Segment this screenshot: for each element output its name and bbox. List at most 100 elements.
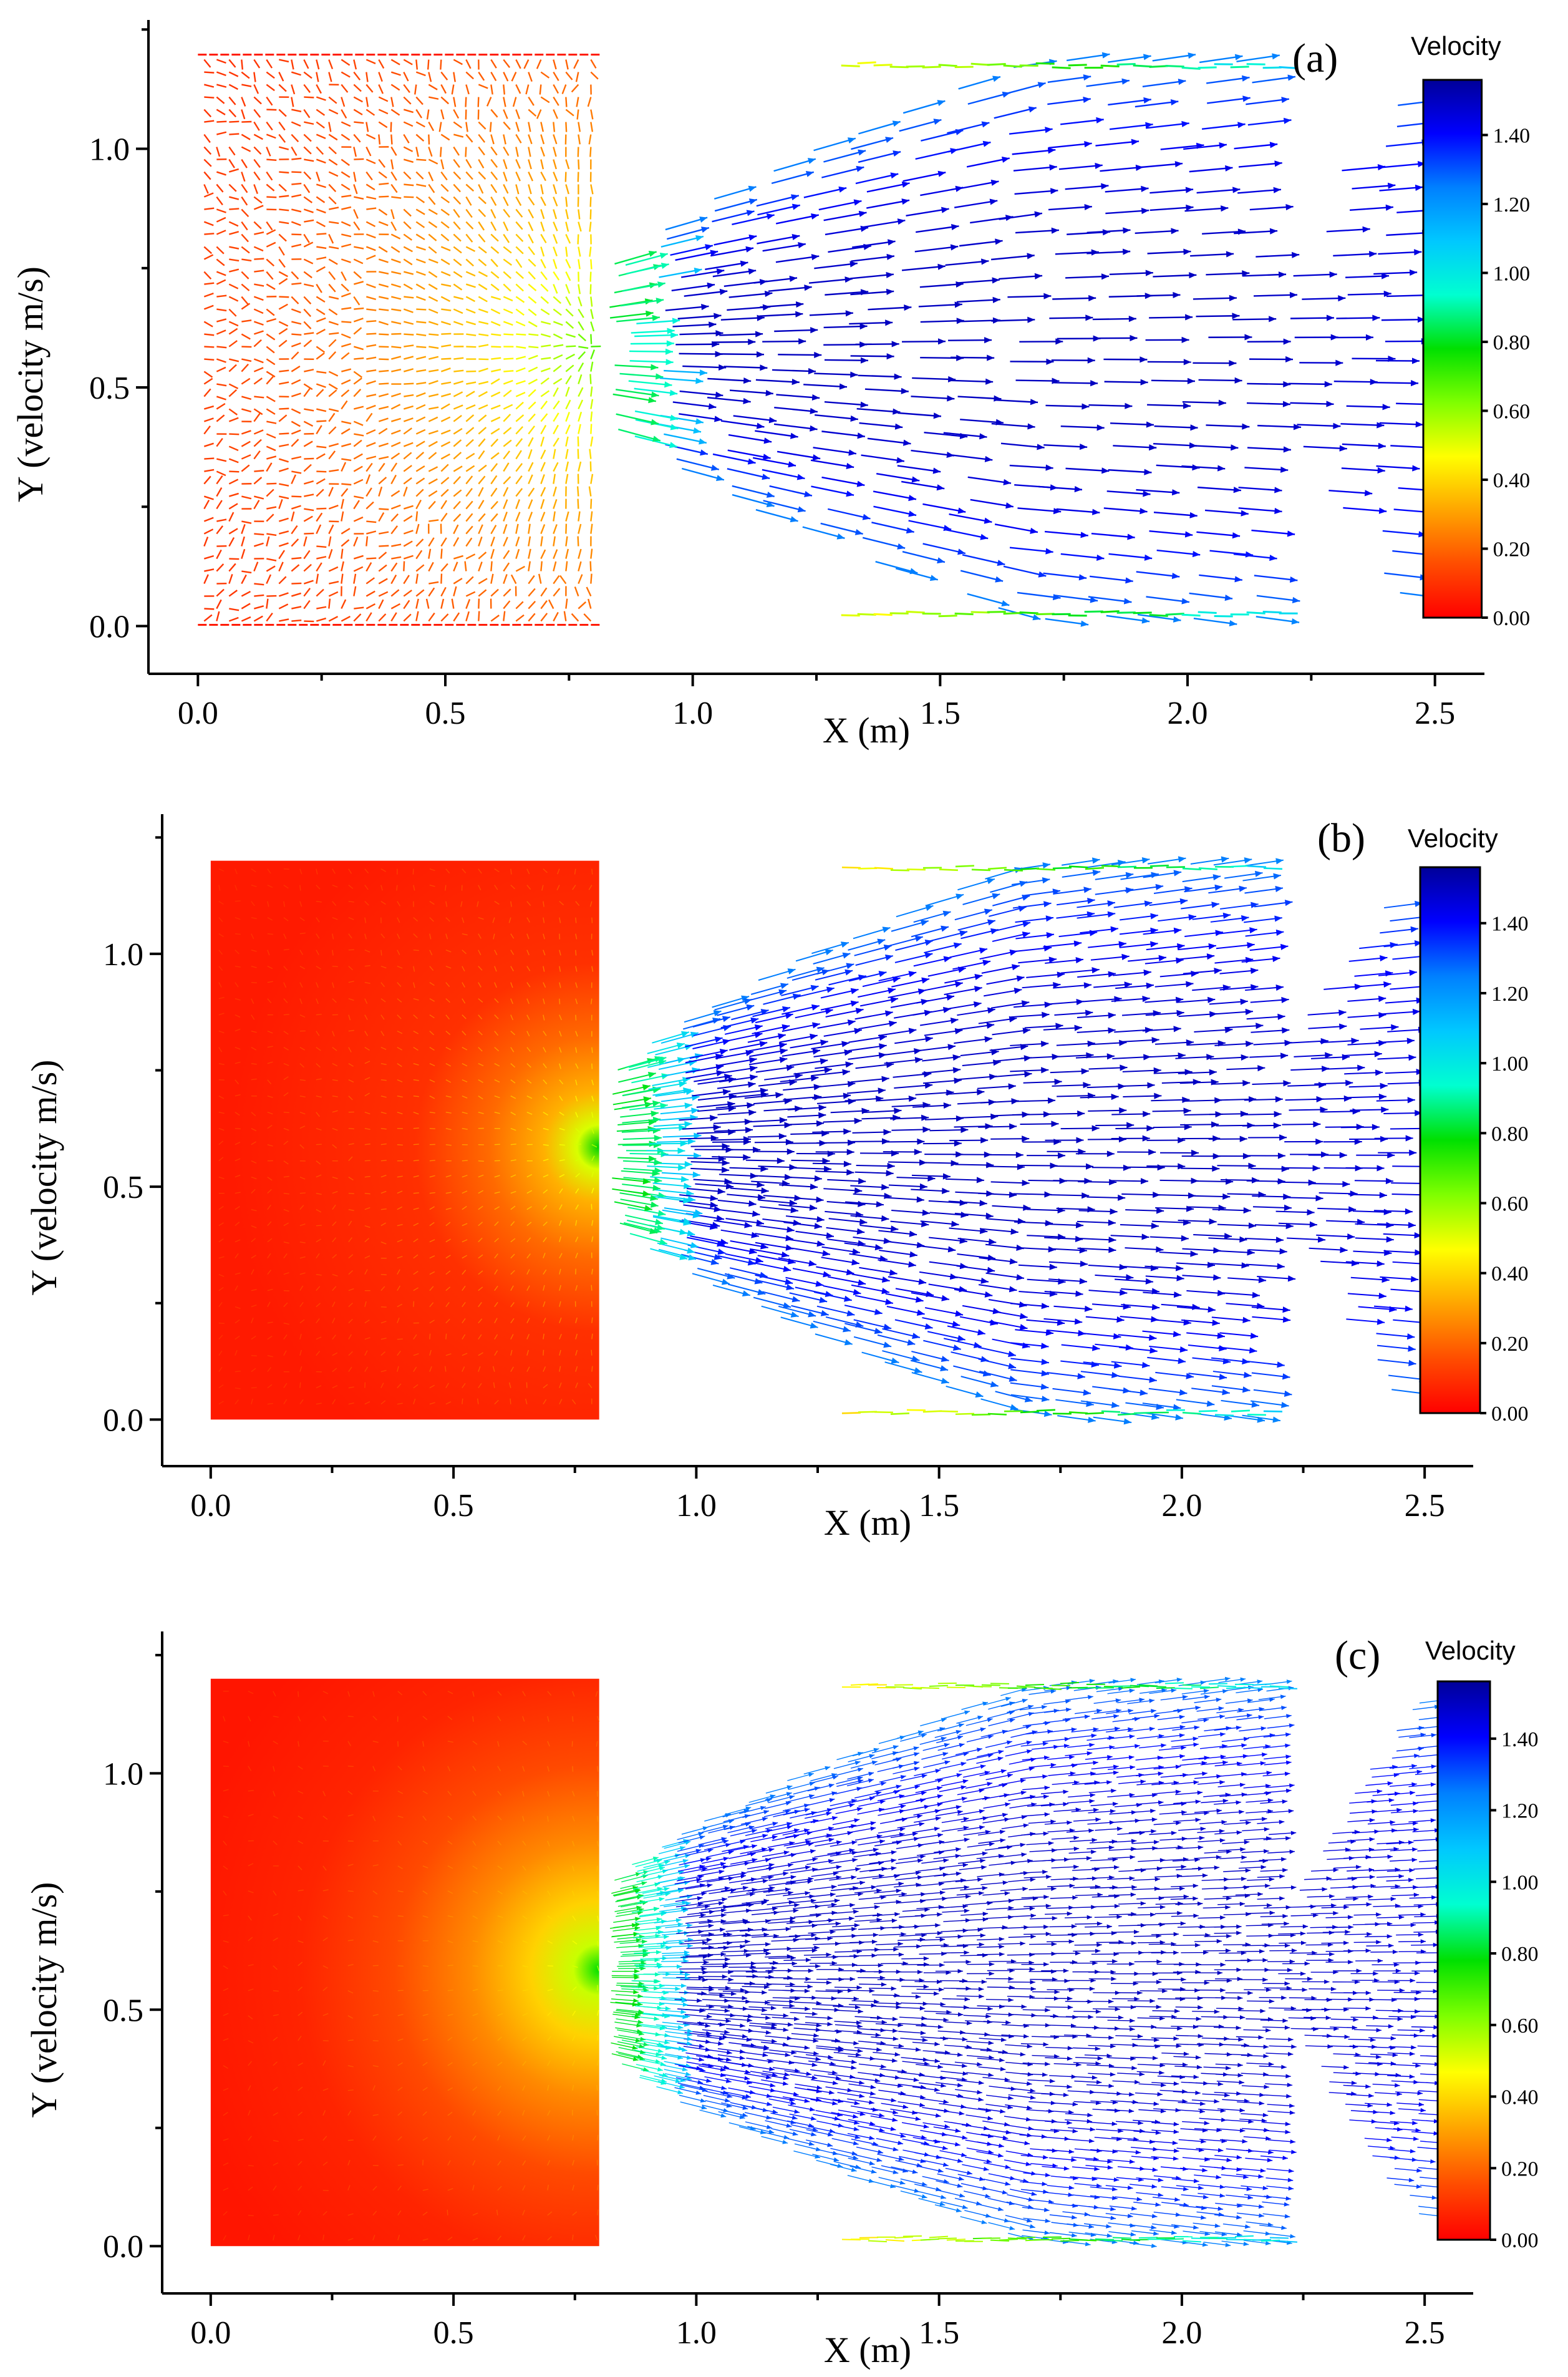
reservoir-arrow: [283, 982, 287, 988]
jet-arrowhead: [886, 271, 894, 278]
reservoir-arrow: [203, 475, 211, 485]
reservoir-arrow: [365, 412, 373, 422]
reservoir-arrow: [553, 259, 558, 270]
reservoir-arrow: [353, 327, 362, 335]
jet-arrowhead: [850, 1000, 859, 1007]
reservoir-arrow: [229, 196, 240, 200]
reservoir-arrow: [216, 59, 226, 64]
reservoir-arrow: [279, 208, 289, 211]
x-tick-label: 0.0: [178, 696, 218, 731]
reservoir-arrow: [379, 308, 389, 311]
reservoir-arrow: [397, 917, 400, 923]
reservoir-arrow: [251, 1141, 256, 1145]
reservoir-arrow: [353, 96, 363, 103]
reservoir-arrow: [503, 476, 511, 485]
reservoir-arrow: [451, 84, 455, 95]
reservoir-arrow: [441, 344, 452, 348]
reservoir-arrow: [575, 933, 578, 940]
reservoir-arrow: [291, 208, 302, 213]
reservoir-arrow: [462, 1255, 468, 1259]
reservoir-arrow: [565, 209, 569, 220]
jet-arrowhead: [1155, 883, 1164, 890]
jet-arrowhead: [811, 394, 820, 401]
reservoir-arrow: [428, 196, 436, 205]
reservoir-arrow: [228, 183, 237, 192]
reservoir-arrow: [251, 1128, 257, 1132]
reservoir-arrow: [218, 901, 224, 905]
reservoir-arrow: [397, 1402, 403, 1405]
reservoir-arrow: [413, 1031, 419, 1034]
reservoir-arrow: [364, 868, 369, 874]
reservoir-arrow: [490, 283, 500, 291]
reservoir-arrow: [216, 96, 225, 104]
reservoir-arrow: [303, 109, 311, 119]
reservoir-arrow: [241, 495, 252, 500]
reservoir-arrow: [329, 581, 339, 585]
reservoir-arrow: [328, 134, 338, 141]
reservoir-arrow: [428, 406, 439, 410]
reservoir-arrow: [365, 562, 372, 572]
reservoir-arrow: [478, 121, 486, 130]
jet-arrowhead: [1415, 421, 1423, 428]
reservoir-arrow: [241, 146, 251, 152]
reservoir-arrow: [403, 258, 413, 266]
reservoir-arrow: [510, 1238, 516, 1243]
reservoir-arrow: [415, 121, 425, 128]
reservoir-arrow: [575, 1366, 578, 1372]
reservoir-arrow: [365, 380, 376, 385]
reservoir-arrow: [304, 408, 314, 412]
reservoir-arrow: [429, 1384, 435, 1389]
reservoir-arrow: [348, 1302, 353, 1308]
reservoir-arrow: [253, 72, 256, 82]
reservoir-arrow: [203, 134, 211, 143]
jet-arrowhead: [797, 506, 806, 513]
jet-arrowhead: [952, 1321, 961, 1328]
reservoir-arrow: [378, 171, 387, 179]
reservoir-arrow: [332, 901, 337, 906]
reservoir-arrow: [462, 966, 465, 972]
jet-arrowhead: [1242, 95, 1251, 102]
reservoir-arrow: [491, 346, 501, 348]
reservoir-arrow: [565, 424, 571, 435]
reservoir-arrow: [353, 346, 364, 351]
reservoir-arrow: [267, 1270, 271, 1275]
reservoir-arrow: [353, 109, 363, 115]
panel-b: 0.0 0.5 1.0 1.5 2.0 2.50.00.51.0X (m)Y (veloc…: [24, 814, 1529, 1543]
jet-arrowhead: [987, 1007, 995, 1014]
wall-arrow: [857, 61, 876, 64]
reservoir-arrow: [565, 436, 569, 447]
jet-arrowhead: [881, 1184, 889, 1190]
jet-arrowhead: [1083, 74, 1091, 81]
jet-arrowhead: [656, 373, 664, 380]
jet-arrowhead: [1017, 1164, 1025, 1170]
reservoir-arrow: [428, 452, 437, 460]
reservoir-arrow: [462, 1047, 468, 1051]
jet-arrowhead: [1415, 900, 1423, 907]
jet-arrowhead: [1284, 900, 1293, 907]
jet-arrowhead: [1030, 399, 1038, 406]
jet-arrowhead: [1091, 1361, 1099, 1368]
jet-arrowhead: [1185, 187, 1194, 193]
jet-arrowhead: [980, 533, 989, 540]
reservoir-arrow: [403, 59, 413, 66]
reservoir-arrow: [251, 901, 255, 907]
jet-arrowhead: [1292, 596, 1300, 603]
reservoir-arrow: [303, 171, 312, 180]
reservoir-arrow: [328, 566, 339, 572]
jet-arrowhead: [909, 1251, 917, 1258]
reservoir-arrow: [540, 424, 547, 435]
reservoir-arrow: [528, 512, 533, 522]
reservoir-arrow: [316, 1047, 321, 1051]
reservoir-arrow: [390, 417, 401, 422]
reservoir-arrow: [490, 71, 497, 82]
reservoir-arrow: [490, 573, 494, 584]
reservoir-arrow: [445, 1401, 452, 1405]
jet-arrowhead: [752, 1210, 760, 1217]
reservoir-arrow: [380, 885, 383, 891]
jet-arrowhead: [977, 1089, 985, 1096]
jet-arrowhead: [713, 1010, 722, 1016]
reservoir-arrow: [299, 1063, 304, 1068]
reservoir-arrow: [465, 71, 474, 80]
reservoir-arrow: [216, 346, 227, 349]
reservoir-arrow: [565, 333, 576, 338]
